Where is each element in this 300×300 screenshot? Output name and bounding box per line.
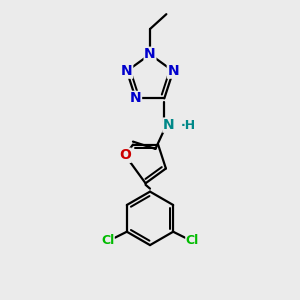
Text: N: N xyxy=(130,92,142,105)
Text: N: N xyxy=(167,64,179,78)
Text: O: O xyxy=(119,148,131,162)
Text: ·H: ·H xyxy=(181,118,196,132)
Text: Cl: Cl xyxy=(186,234,199,247)
Text: Cl: Cl xyxy=(101,234,114,247)
Text: N: N xyxy=(163,118,175,132)
Text: N: N xyxy=(121,64,133,78)
Text: N: N xyxy=(144,47,156,61)
